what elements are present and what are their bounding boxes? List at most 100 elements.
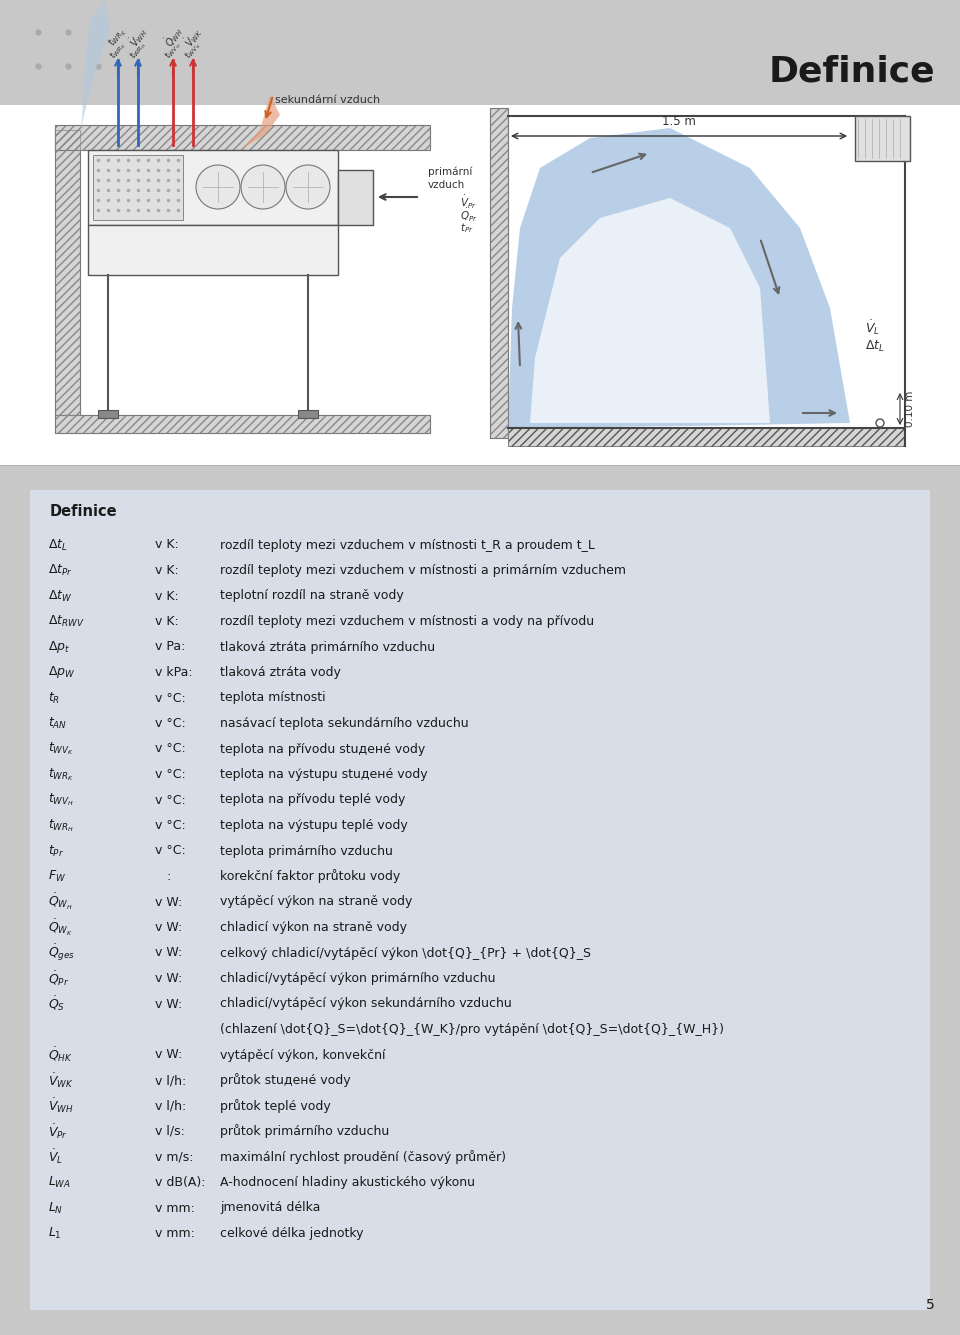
Text: A-hodnocení hladiny akustického výkonu: A-hodnocení hladiny akustického výkonu <box>220 1176 475 1189</box>
Text: $t_{Pr}$: $t_{Pr}$ <box>460 222 474 235</box>
Bar <box>490 108 508 438</box>
Text: v W:: v W: <box>155 896 182 909</box>
Text: $t_{WV_K}$: $t_{WV_K}$ <box>182 37 204 61</box>
Polygon shape <box>240 95 280 150</box>
Text: $t_R$: $t_R$ <box>48 690 60 706</box>
Text: rozdíl teploty mezi vzduchem v místnosti a vody na přívodu: rozdíl teploty mezi vzduchem v místnosti… <box>220 615 594 627</box>
Text: $\Delta t_L$: $\Delta t_L$ <box>48 538 68 553</box>
Text: v W:: v W: <box>155 1048 182 1061</box>
Bar <box>98 410 118 418</box>
Text: v °C:: v °C: <box>155 845 185 857</box>
Text: $\Delta t_{RWV}$: $\Delta t_{RWV}$ <box>48 614 84 629</box>
Text: v W:: v W: <box>155 997 182 1011</box>
Bar <box>298 410 318 418</box>
Bar <box>55 415 430 433</box>
Text: teplota na výstupu teplé vody: teplota na výstupu teplé vody <box>220 818 408 832</box>
Text: $t_{WV_H}$: $t_{WV_H}$ <box>162 37 184 61</box>
Text: v m/s:: v m/s: <box>155 1151 194 1164</box>
Text: $\dot{Q}_{ges}$: $\dot{Q}_{ges}$ <box>48 943 75 964</box>
Text: $\dot{Q}_{W_H}$: $\dot{Q}_{W_H}$ <box>48 892 73 912</box>
Polygon shape <box>508 128 850 429</box>
Text: 5: 5 <box>926 1298 935 1312</box>
Text: rozdíl teploty mezi vzduchem v místnosti a primárním vzduchem: rozdíl teploty mezi vzduchem v místnosti… <box>220 563 626 577</box>
Text: $\dot{Q}_S$: $\dot{Q}_S$ <box>48 995 65 1013</box>
Text: $t_{WV_K}$: $t_{WV_K}$ <box>48 741 74 757</box>
Text: $\dot{V}_L$: $\dot{V}_L$ <box>48 1148 63 1167</box>
Bar <box>55 125 430 150</box>
Text: v Pa:: v Pa: <box>155 641 185 654</box>
Text: $t_{WR_H}$: $t_{WR_H}$ <box>48 817 74 834</box>
Text: teplota primárního vzduchu: teplota primárního vzduchu <box>220 845 393 857</box>
Text: chladicí výkon na straně vody: chladicí výkon na straně vody <box>220 921 407 934</box>
Text: v K:: v K: <box>155 538 179 551</box>
Text: primární: primární <box>428 167 472 178</box>
Text: $\dot{V}_{WK}$: $\dot{V}_{WK}$ <box>48 1071 74 1089</box>
Text: $\Delta p_t$: $\Delta p_t$ <box>48 639 70 655</box>
Bar <box>55 415 430 433</box>
Text: $\dot{V}_{WH}$: $\dot{V}_{WH}$ <box>125 24 151 49</box>
Bar <box>93 155 183 220</box>
Bar <box>508 429 905 446</box>
Text: Definice: Definice <box>50 505 118 519</box>
Text: v K:: v K: <box>155 563 179 577</box>
Text: v K:: v K: <box>155 590 179 602</box>
Text: :: : <box>155 870 171 882</box>
Bar <box>30 490 930 1310</box>
Text: $\Delta t_W$: $\Delta t_W$ <box>48 589 72 603</box>
Bar <box>855 116 910 162</box>
Text: v °C:: v °C: <box>155 717 185 730</box>
Text: maximální rychlost proudění (časový průměr): maximální rychlost proudění (časový prům… <box>220 1149 506 1164</box>
Text: chladicí/vytápěcí výkon primárního vzduchu: chladicí/vytápěcí výkon primárního vzduc… <box>220 972 495 985</box>
Polygon shape <box>80 0 110 150</box>
Bar <box>490 108 508 438</box>
Text: teplota místnosti: teplota místnosti <box>220 692 325 705</box>
Bar <box>88 150 338 226</box>
Text: tlaková ztráta primárního vzduchu: tlaková ztráta primárního vzduchu <box>220 641 435 654</box>
Text: průtok primárního vzduchu: průtok primárního vzduchu <box>220 1124 389 1139</box>
Text: $t_{WV_H}$: $t_{WV_H}$ <box>48 792 74 808</box>
Text: teplota na přívodu stuденé vody: teplota na přívodu stuденé vody <box>220 742 425 756</box>
Text: Definice: Definice <box>768 55 935 89</box>
Text: $\dot{Q}_{Pr}$: $\dot{Q}_{Pr}$ <box>48 969 69 988</box>
Text: v °C:: v °C: <box>155 742 185 756</box>
Text: v l/h:: v l/h: <box>155 1100 186 1112</box>
Bar <box>55 129 80 415</box>
Text: tlaková ztráta vody: tlaková ztráta vody <box>220 666 341 680</box>
Text: vzduch: vzduch <box>428 180 466 190</box>
Text: $t_{WR_K}$: $t_{WR_K}$ <box>106 24 131 49</box>
Text: v dB(A):: v dB(A): <box>155 1176 205 1189</box>
Text: v mm:: v mm: <box>155 1227 195 1240</box>
Text: $\dot{Q}_{HK}$: $\dot{Q}_{HK}$ <box>48 1045 73 1064</box>
Text: v W:: v W: <box>155 921 182 934</box>
Bar <box>0 105 960 465</box>
Circle shape <box>876 419 884 427</box>
Text: 1.5 m: 1.5 m <box>662 115 696 128</box>
Text: v K:: v K: <box>155 615 179 627</box>
Polygon shape <box>530 198 770 423</box>
Text: chladicí/vytápěcí výkon sekundárního vzduchu: chladicí/vytápěcí výkon sekundárního vzd… <box>220 997 512 1011</box>
Bar <box>55 129 80 415</box>
Text: v mm:: v mm: <box>155 1202 195 1215</box>
Text: jmenovitá délka: jmenovitá délka <box>220 1202 321 1215</box>
Text: v °C:: v °C: <box>155 818 185 832</box>
Text: teplota na výstupu stuденé vody: teplota na výstupu stuденé vody <box>220 768 427 781</box>
Text: teplotní rozdíl na straně vody: teplotní rozdíl na straně vody <box>220 590 404 602</box>
Text: vytápěcí výkon na straně vody: vytápěcí výkon na straně vody <box>220 896 413 909</box>
Text: $\dot{V}_{WH}$: $\dot{V}_{WH}$ <box>48 1096 74 1115</box>
Text: v l/s:: v l/s: <box>155 1125 185 1137</box>
Text: $F_W$: $F_W$ <box>48 869 66 884</box>
Text: $\Delta t_L$: $\Delta t_L$ <box>865 339 885 354</box>
Text: $t_{WR_K}$: $t_{WR_K}$ <box>107 37 129 61</box>
Text: $\dot{Q}_{WH}$: $\dot{Q}_{WH}$ <box>160 23 186 49</box>
Text: v W:: v W: <box>155 972 182 985</box>
Text: v l/h:: v l/h: <box>155 1073 186 1087</box>
Text: celkové délka jednotky: celkové délka jednotky <box>220 1227 364 1240</box>
Text: v W:: v W: <box>155 947 182 960</box>
Circle shape <box>286 166 330 210</box>
Text: průtok teplé vody: průtok teplé vody <box>220 1099 331 1113</box>
Text: $t_{AN}$: $t_{AN}$ <box>48 716 67 732</box>
Text: $L_N$: $L_N$ <box>48 1200 63 1216</box>
Circle shape <box>196 166 240 210</box>
Bar <box>338 170 373 226</box>
Circle shape <box>241 166 285 210</box>
